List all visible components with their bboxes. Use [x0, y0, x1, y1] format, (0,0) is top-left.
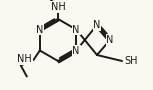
Text: N: N [106, 35, 114, 45]
Text: N: N [73, 24, 80, 34]
Text: NH: NH [17, 55, 32, 65]
Text: N: N [73, 46, 80, 56]
Text: SH: SH [124, 56, 138, 66]
Text: N: N [93, 20, 101, 30]
Text: N: N [36, 24, 43, 34]
Text: NH: NH [51, 2, 65, 12]
